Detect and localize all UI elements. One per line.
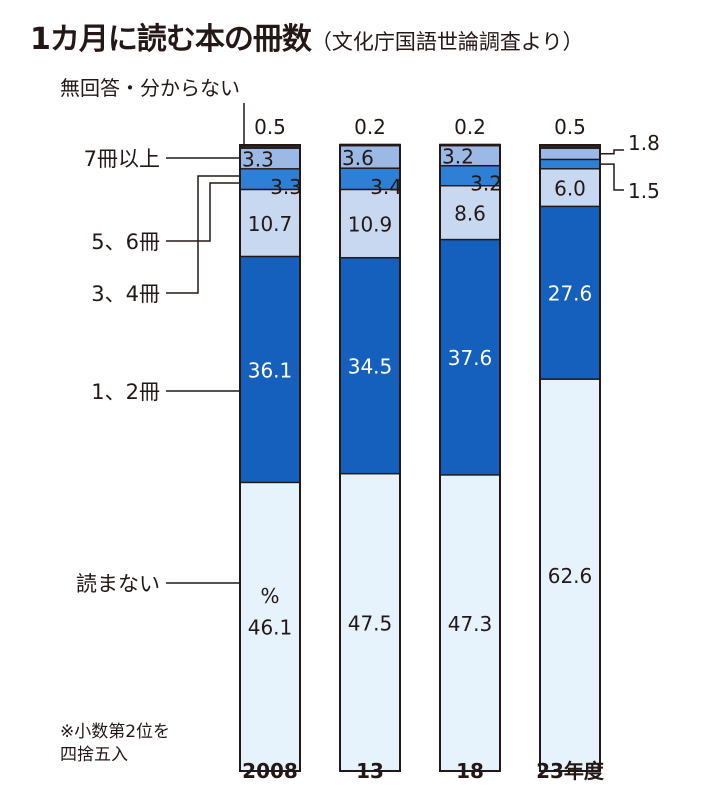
- series-label: 読まない: [76, 572, 160, 596]
- data-label: 1.5: [628, 179, 660, 203]
- chart-title-block: 1カ月に読む本の冊数（文化庁国語世論調査より）: [30, 14, 583, 58]
- bar-seg-2-2: [439, 184, 501, 241]
- x-tick-label: 13: [356, 759, 384, 783]
- bar-outline-1: [339, 144, 401, 772]
- bar-seg-1-1: [339, 256, 401, 475]
- data-label: 3.2: [442, 145, 474, 169]
- data-label: 62.6: [548, 564, 593, 588]
- series-label: 7冊以上: [84, 147, 160, 171]
- series-label: 無回答・分からない: [60, 76, 240, 100]
- data-label: 3.3: [270, 175, 302, 199]
- data-label: 3.4: [370, 175, 402, 199]
- leader-line: [600, 149, 624, 155]
- x-tick-label: 23年度: [536, 759, 605, 783]
- data-label: 0.5: [554, 115, 586, 139]
- data-label: 3.2: [470, 172, 502, 196]
- data-label: 34.5: [348, 355, 393, 379]
- data-label: 1.8: [628, 131, 660, 155]
- bar-seg-0-1: [339, 472, 401, 772]
- bar-outline-2: [439, 144, 501, 772]
- data-label: 47.3: [448, 612, 493, 636]
- bar-seg-2-1: [339, 188, 401, 259]
- data-label: 10.7: [248, 212, 293, 236]
- bar-seg-3-3: [539, 158, 601, 170]
- data-label: 46.1: [248, 616, 293, 640]
- series-label: 1、2冊: [91, 380, 160, 404]
- chart-title: 1カ月に読む本の冊数: [30, 22, 312, 57]
- data-label: 3.6: [342, 146, 374, 170]
- bar-seg-0-2: [439, 474, 501, 772]
- data-label: 8.6: [454, 202, 486, 226]
- data-label: 27.6: [548, 282, 593, 306]
- data-label: 47.5: [348, 611, 393, 635]
- data-label: 10.9: [348, 213, 393, 237]
- bar-seg-1-3: [539, 205, 601, 380]
- bar-outline-0: [239, 144, 301, 772]
- bar-seg-4-3: [539, 147, 601, 161]
- leader-line: [166, 182, 240, 242]
- bar-seg-1-2: [439, 238, 501, 476]
- leader-line: [166, 175, 240, 294]
- data-label: 0.5: [254, 115, 286, 139]
- unit-label: %: [260, 584, 279, 608]
- source-note: （文化庁国語世論調査より）: [310, 30, 584, 54]
- series-label: 3、4冊: [91, 282, 160, 306]
- data-label: 0.2: [454, 115, 486, 139]
- x-tick-label: 18: [456, 759, 484, 783]
- data-label: 36.1: [248, 358, 293, 382]
- data-label: 0.2: [354, 115, 386, 139]
- bar-seg-0-3: [539, 378, 601, 772]
- x-tick-label: 2008: [242, 759, 298, 783]
- data-label: 37.6: [448, 346, 493, 370]
- data-label: 3.3: [242, 147, 274, 171]
- series-label: 5、6冊: [91, 230, 160, 254]
- leader-line: [600, 163, 624, 191]
- data-label: 6.0: [554, 177, 586, 201]
- rounding-note-line1: ※小数第2位を: [60, 722, 171, 742]
- rounding-note-line2: 四捨五入: [60, 745, 128, 765]
- bar-outline-3: [539, 144, 601, 772]
